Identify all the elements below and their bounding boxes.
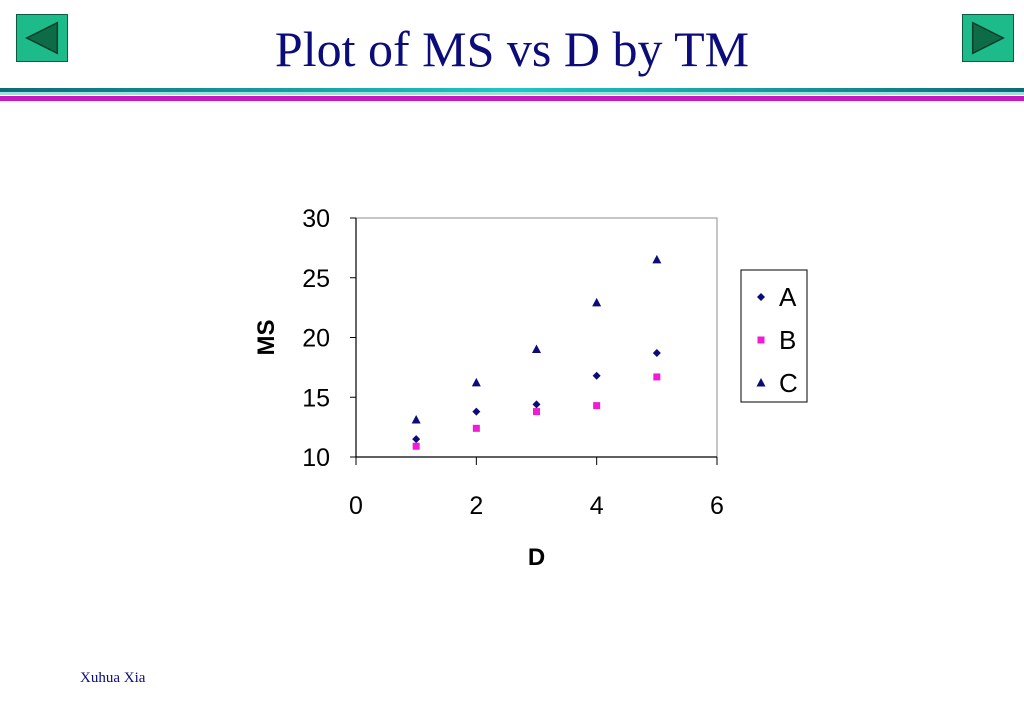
triangle-left-icon bbox=[25, 21, 59, 55]
x-tick-label: 2 bbox=[469, 492, 483, 520]
data-point-b bbox=[412, 442, 420, 450]
data-point-a bbox=[592, 371, 601, 380]
legend-marker-b bbox=[757, 336, 765, 344]
header-band-light bbox=[0, 92, 1024, 95]
x-axis-label: D bbox=[528, 544, 545, 571]
y-tick-label: 10 bbox=[302, 444, 330, 472]
data-point-a bbox=[412, 435, 421, 444]
next-slide-button[interactable] bbox=[962, 14, 1014, 62]
y-axis-label: MS bbox=[253, 320, 280, 356]
data-point-a bbox=[472, 407, 481, 416]
y-tick-label: 20 bbox=[302, 325, 330, 353]
previous-slide-button[interactable] bbox=[16, 14, 68, 62]
x-tick-label: 0 bbox=[349, 492, 363, 520]
slide-title: Plot of MS vs D by TM bbox=[274, 21, 750, 77]
triangle-right-icon bbox=[971, 21, 1005, 55]
legend-marker-a bbox=[757, 293, 765, 301]
legend-label-c: C bbox=[779, 368, 798, 398]
x-tick-label: 6 bbox=[710, 492, 724, 520]
y-tick-label: 15 bbox=[302, 384, 330, 412]
data-point-c bbox=[411, 414, 421, 424]
y-tick-label: 25 bbox=[302, 265, 330, 293]
legend-marker-c bbox=[756, 378, 766, 387]
data-point-b bbox=[533, 408, 540, 416]
data-point-a bbox=[532, 400, 541, 409]
x-tick-label: 4 bbox=[590, 492, 604, 520]
legend-label-a: A bbox=[779, 282, 797, 312]
data-point-c bbox=[592, 297, 602, 307]
header-band-magenta bbox=[0, 96, 1024, 101]
legend-box bbox=[740, 269, 808, 403]
data-point-c bbox=[652, 254, 662, 264]
data-point-b bbox=[593, 402, 601, 410]
y-tick-label: 30 bbox=[302, 205, 330, 233]
data-point-b bbox=[653, 373, 661, 381]
data-point-c bbox=[532, 344, 541, 353]
data-point-b bbox=[472, 424, 480, 432]
data-point-a bbox=[652, 349, 661, 358]
plot-area bbox=[355, 217, 718, 458]
footer-author: Xuhua Xia bbox=[80, 670, 146, 686]
data-point-c bbox=[471, 377, 481, 387]
header-band-teal bbox=[0, 88, 1024, 92]
legend-label-b: B bbox=[779, 325, 796, 355]
